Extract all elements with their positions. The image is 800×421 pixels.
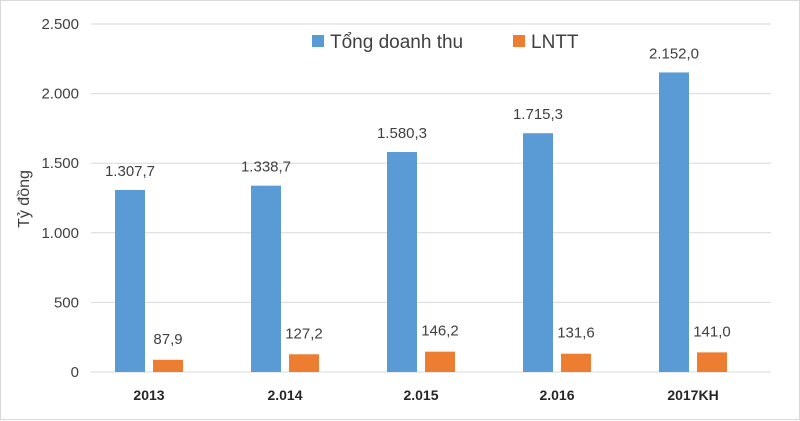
data-label: 1.338,7: [241, 159, 291, 176]
x-tick-label: 2.015: [403, 387, 438, 403]
y-tick-label: 2.500: [41, 16, 79, 33]
y-tick-label: 2.000: [41, 86, 79, 103]
x-tick-label: 2.014: [267, 387, 302, 403]
bar-revenue: [115, 189, 145, 372]
data-label: 146,2: [421, 323, 459, 340]
y-tick-label: 500: [54, 294, 79, 311]
y-tick-label: 0: [71, 364, 79, 381]
x-tick-label: 2013: [133, 387, 164, 403]
data-label: 141,0: [693, 323, 731, 340]
bar-lntt: [289, 354, 319, 372]
bar-lntt: [425, 351, 455, 372]
legend-label: LNTT: [531, 32, 579, 53]
y-axis-label: Tỷ đồng: [16, 170, 33, 228]
legend-swatch: [312, 35, 324, 47]
bar-lntt: [153, 359, 183, 372]
data-label: 1.715,3: [513, 106, 563, 123]
data-label: 131,6: [557, 325, 595, 342]
bar-revenue: [523, 133, 553, 372]
data-label: 87,9: [153, 331, 182, 348]
bar-lntt: [697, 352, 727, 372]
legend-label: Tổng doanh thu: [330, 32, 463, 53]
data-label: 127,2: [285, 325, 323, 342]
bar-revenue: [387, 152, 417, 372]
bar-revenue: [251, 185, 281, 372]
y-tick-label: 1.500: [41, 155, 79, 172]
y-tick-label: 1.000: [41, 225, 79, 242]
data-label: 1.307,7: [105, 163, 155, 180]
x-tick-label: 2017KH: [667, 387, 718, 403]
legend-swatch: [513, 35, 525, 47]
x-tick-label: 2.016: [539, 387, 574, 403]
bar-revenue: [659, 72, 689, 373]
data-label: 2.152,0: [649, 45, 699, 62]
bar-lntt: [561, 353, 591, 372]
data-label: 1.580,3: [377, 125, 427, 142]
